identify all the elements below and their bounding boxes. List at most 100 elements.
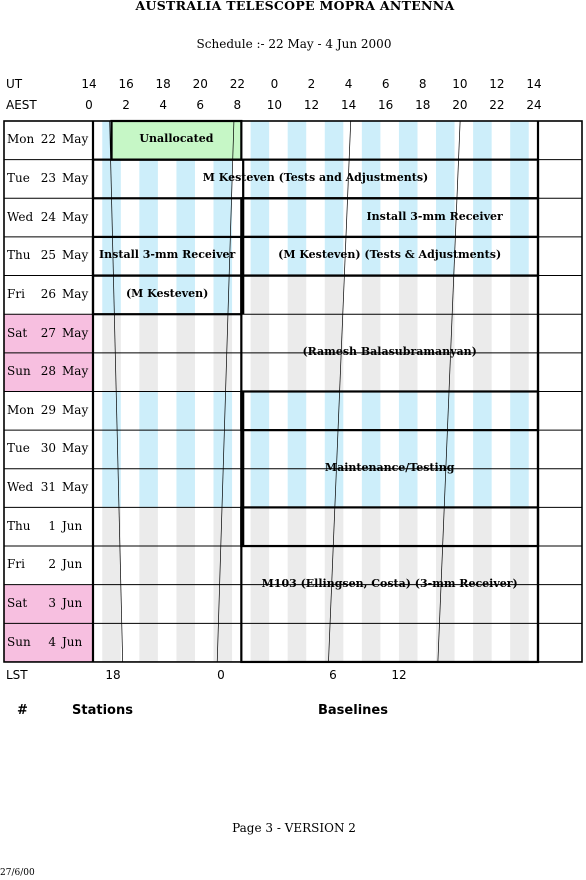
day-mon: May bbox=[62, 402, 89, 417]
day-mon: May bbox=[62, 132, 89, 147]
hour-stripe bbox=[398, 275, 418, 315]
stations-heading: Stations bbox=[72, 703, 133, 718]
lst-tick-label: 6 bbox=[329, 668, 337, 682]
day-dow: Wed bbox=[7, 209, 34, 224]
aest-tick-label: 2 bbox=[122, 98, 130, 112]
hour-stripe bbox=[287, 236, 307, 276]
day-mon: May bbox=[62, 170, 89, 185]
hour-stripe bbox=[398, 121, 418, 160]
hour-stripe bbox=[102, 314, 121, 353]
ut-tick-label: 22 bbox=[229, 77, 245, 91]
ut-tick-label: 16 bbox=[118, 77, 134, 91]
booking-label: Install 3-mm Receiver bbox=[99, 248, 236, 262]
booking-label: Install 3-mm Receiver bbox=[366, 209, 503, 223]
hour-stripe bbox=[287, 430, 307, 469]
hour-stripe bbox=[213, 236, 233, 276]
lst-tick-label: 12 bbox=[391, 668, 407, 682]
footer-date: 27/6/00 bbox=[0, 868, 35, 878]
hour-stripe bbox=[510, 468, 529, 508]
aest-tick-label: 20 bbox=[452, 98, 468, 112]
hour-stripe bbox=[473, 159, 492, 199]
hour-stripe bbox=[510, 391, 529, 431]
hour-stripe bbox=[213, 584, 233, 624]
hour-stripe bbox=[139, 159, 158, 199]
hour-stripe bbox=[139, 275, 158, 315]
hour-stripe bbox=[361, 584, 381, 624]
lst-guide-line bbox=[109, 120, 124, 662]
hour-stripe bbox=[176, 391, 195, 431]
hour-stripe bbox=[250, 584, 270, 624]
hour-stripe bbox=[250, 121, 270, 160]
hour-stripe bbox=[473, 584, 492, 624]
hour-stripe bbox=[213, 159, 233, 199]
day-dow: Mon bbox=[7, 402, 35, 417]
hour-stripe bbox=[102, 236, 121, 276]
day-dow: Tue bbox=[7, 441, 30, 456]
hour-stripe bbox=[102, 198, 121, 237]
hour-stripe bbox=[436, 507, 455, 547]
hour-stripe bbox=[398, 468, 418, 508]
hour-stripe bbox=[436, 121, 455, 160]
ut-tick-label: 6 bbox=[381, 77, 390, 91]
hour-stripe bbox=[250, 391, 270, 431]
hour-stripe bbox=[102, 623, 121, 662]
ut-tick-label: 8 bbox=[418, 77, 427, 91]
hour-stripe bbox=[361, 314, 381, 353]
hour-stripe bbox=[398, 236, 418, 276]
hour-stripe bbox=[102, 275, 121, 315]
hour-stripe bbox=[324, 546, 344, 585]
hour-stripe bbox=[361, 236, 381, 276]
day-mon: May bbox=[62, 364, 89, 379]
ut-tick-label: 4 bbox=[344, 77, 353, 91]
hash-heading: # bbox=[17, 703, 28, 718]
hour-stripe bbox=[398, 430, 418, 469]
day-day: 31 bbox=[40, 480, 56, 495]
day-mon: Jun bbox=[62, 634, 83, 649]
hour-stripe bbox=[510, 507, 529, 547]
hour-stripe bbox=[436, 584, 455, 624]
hour-stripe bbox=[361, 352, 381, 392]
hour-stripe bbox=[510, 198, 529, 237]
aest-tick-label: 16 bbox=[378, 98, 394, 112]
ut-tick-label: 12 bbox=[489, 77, 505, 91]
aest-tick-label: 18 bbox=[415, 98, 431, 112]
hour-stripe bbox=[510, 236, 529, 276]
hour-stripe bbox=[139, 584, 158, 624]
hour-stripe bbox=[510, 546, 529, 585]
day-day: 27 bbox=[40, 325, 56, 340]
hour-stripe bbox=[436, 314, 455, 353]
hour-stripe bbox=[176, 159, 195, 199]
ut-axis-label: UT bbox=[6, 77, 23, 91]
hour-stripe bbox=[213, 391, 233, 431]
hour-stripe bbox=[324, 352, 344, 392]
hour-stripe bbox=[287, 546, 307, 585]
hour-stripe bbox=[287, 198, 307, 237]
day-mon: Jun bbox=[62, 518, 83, 533]
hour-stripe bbox=[250, 468, 270, 508]
day-day: 2 bbox=[48, 557, 56, 572]
hour-stripe bbox=[473, 623, 492, 662]
hour-stripe bbox=[287, 468, 307, 508]
hour-stripe bbox=[176, 275, 195, 315]
hour-stripe bbox=[139, 430, 158, 469]
hour-stripe bbox=[139, 236, 158, 276]
hour-stripe bbox=[324, 468, 344, 508]
lst-guide-line bbox=[216, 120, 235, 662]
day-dow: Thu bbox=[7, 518, 31, 533]
hour-stripe bbox=[176, 507, 195, 547]
hour-stripe bbox=[287, 314, 307, 353]
ut-tick-label: 2 bbox=[307, 77, 316, 91]
booking-label: M103 (Ellingsen, Costa) (3-mm Receiver) bbox=[261, 576, 518, 590]
hour-stripe bbox=[473, 352, 492, 392]
hour-stripe bbox=[324, 198, 344, 237]
aest-tick-label: 10 bbox=[266, 98, 283, 112]
hour-stripe bbox=[287, 352, 307, 392]
hour-stripe bbox=[510, 121, 529, 160]
hour-stripe bbox=[473, 391, 492, 431]
booking-label: Unallocated bbox=[139, 132, 214, 146]
hour-stripe bbox=[250, 507, 270, 547]
hour-stripe bbox=[398, 391, 418, 431]
hour-stripe bbox=[361, 275, 381, 315]
hour-stripe bbox=[361, 198, 381, 237]
hour-stripe bbox=[361, 430, 381, 469]
